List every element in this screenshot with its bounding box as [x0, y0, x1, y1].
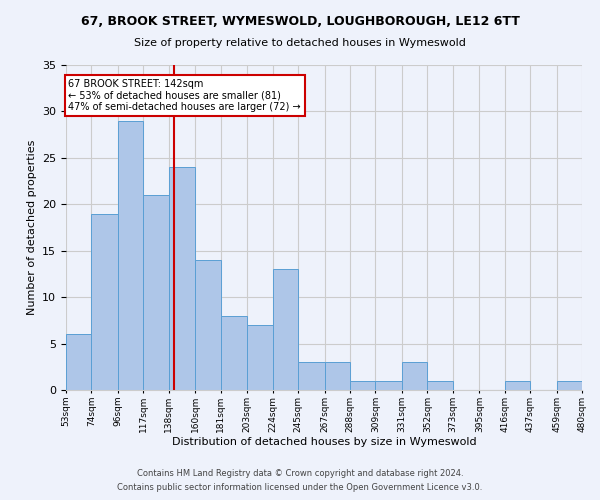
Bar	[91, 214, 118, 390]
Bar	[118, 120, 143, 390]
Bar	[169, 167, 196, 390]
Bar	[272, 270, 298, 390]
Bar	[298, 362, 325, 390]
Text: 67 BROOK STREET: 142sqm
← 53% of detached houses are smaller (81)
47% of semi-de: 67 BROOK STREET: 142sqm ← 53% of detache…	[68, 79, 301, 112]
Bar	[402, 362, 427, 390]
X-axis label: Distribution of detached houses by size in Wymeswold: Distribution of detached houses by size …	[172, 438, 476, 448]
Text: Contains public sector information licensed under the Open Government Licence v3: Contains public sector information licen…	[118, 484, 482, 492]
Bar	[325, 362, 350, 390]
Bar	[66, 334, 91, 390]
Bar	[376, 380, 402, 390]
Bar	[505, 380, 530, 390]
Bar	[350, 380, 376, 390]
Bar	[221, 316, 247, 390]
Y-axis label: Number of detached properties: Number of detached properties	[26, 140, 37, 315]
Text: 67, BROOK STREET, WYMESWOLD, LOUGHBOROUGH, LE12 6TT: 67, BROOK STREET, WYMESWOLD, LOUGHBOROUG…	[80, 15, 520, 28]
Bar	[427, 380, 452, 390]
Bar	[143, 195, 169, 390]
Text: Size of property relative to detached houses in Wymeswold: Size of property relative to detached ho…	[134, 38, 466, 48]
Bar	[196, 260, 221, 390]
Bar	[557, 380, 582, 390]
Bar	[247, 325, 272, 390]
Text: Contains HM Land Registry data © Crown copyright and database right 2024.: Contains HM Land Registry data © Crown c…	[137, 468, 463, 477]
